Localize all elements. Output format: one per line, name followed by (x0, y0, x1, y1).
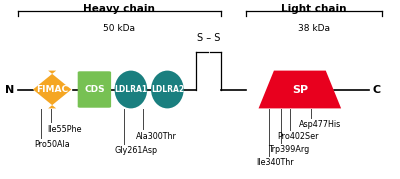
Text: LDLRA2: LDLRA2 (151, 85, 184, 94)
Ellipse shape (151, 71, 184, 108)
Text: Trp399Arg: Trp399Arg (268, 145, 309, 154)
Text: 50 kDa: 50 kDa (103, 24, 135, 33)
Text: Ala300Thr: Ala300Thr (136, 132, 176, 141)
Text: Ile340Thr: Ile340Thr (256, 158, 294, 167)
FancyBboxPatch shape (78, 71, 111, 108)
Text: Gly261Asp: Gly261Asp (115, 146, 158, 155)
Text: LDLRA1: LDLRA1 (114, 85, 148, 94)
Text: 38 kDa: 38 kDa (298, 24, 330, 33)
Text: N: N (4, 84, 14, 95)
Text: Light chain: Light chain (282, 4, 347, 14)
Text: SP: SP (292, 84, 308, 95)
Text: Pro402Ser: Pro402Ser (278, 132, 319, 141)
Text: C: C (373, 84, 381, 95)
Text: Asp477His: Asp477His (299, 120, 341, 129)
Text: Heavy chain: Heavy chain (84, 4, 155, 14)
Text: FIMAC: FIMAC (36, 85, 68, 94)
Text: Ile55Phe: Ile55Phe (47, 125, 82, 134)
Text: S – S: S – S (197, 33, 220, 43)
Text: Pro50Ala: Pro50Ala (34, 140, 70, 149)
Ellipse shape (114, 71, 147, 108)
Polygon shape (258, 71, 341, 108)
Text: CDS: CDS (84, 85, 105, 94)
Polygon shape (33, 71, 71, 108)
